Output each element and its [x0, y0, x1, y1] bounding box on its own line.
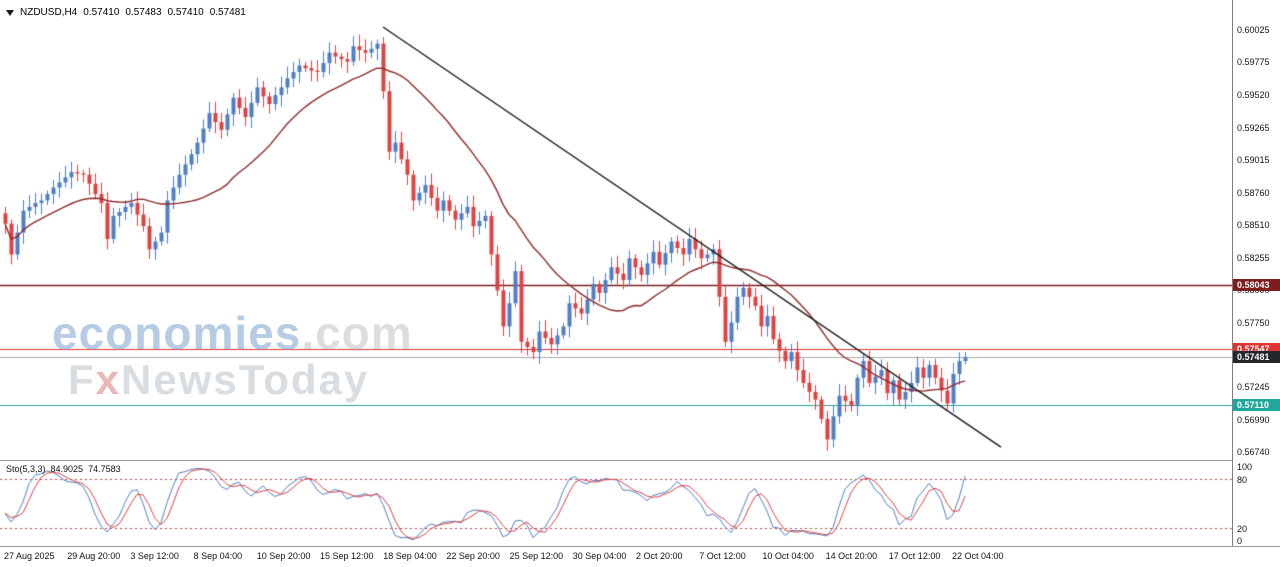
time-axis-label: 7 Oct 12:00	[699, 551, 746, 561]
indicator-label: Sto(5,3,3) 84.9025 74.7583	[6, 464, 126, 474]
watermark-brand: economies	[52, 307, 302, 359]
sto-axis-label: 80	[1237, 474, 1248, 485]
time-axis-label: 3 Sep 12:00	[130, 551, 179, 561]
time-axis-label: 17 Oct 12:00	[888, 551, 941, 561]
time-axis-label: 22 Sep 20:00	[446, 551, 500, 561]
price-axis-label: 0.57245	[1237, 382, 1270, 393]
time-axis-label: 29 Aug 20:00	[67, 551, 121, 561]
time-axis-label: 25 Sep 12:00	[509, 551, 564, 561]
price-level-badge: 0.58043	[1233, 278, 1280, 291]
price-axis-label: 0.59520	[1237, 90, 1270, 101]
indicator-d-value: 74.7583	[88, 464, 121, 474]
quote-close: 0.57481	[209, 7, 246, 18]
sto-axis-label: 100	[1237, 462, 1253, 472]
price-level-badge: 0.57481	[1233, 351, 1280, 364]
time-axis-label: 27 Aug 2025	[4, 551, 55, 561]
watermark-brand-suffix: .com	[301, 307, 413, 359]
quote-high: 0.57483	[125, 7, 162, 18]
time-axis-label: 8 Sep 04:00	[193, 551, 243, 561]
price-axis-label: 0.59265	[1237, 122, 1270, 133]
sto-axis-label: 20	[1237, 524, 1248, 535]
price-axis: 0.60025 0.59775 0.59520 0.59265 0.59015 0.587…	[1232, 0, 1280, 546]
time-axis-label: 14 Oct 20:00	[825, 551, 878, 561]
price-axis-label: 0.58760	[1237, 187, 1270, 198]
watermark-sub-f: F	[68, 356, 96, 403]
price-axis-label: 0.57750	[1237, 317, 1270, 328]
quote-bar: NZDUSD,H4 0.57410 0.57483 0.57410 0.5748…	[6, 7, 246, 18]
symbol-timeframe: NZDUSD,H4	[20, 7, 78, 18]
price-axis-label: 0.56990	[1237, 415, 1270, 426]
watermark: economies.com FxNewsToday	[52, 310, 413, 401]
sto-scale: 100 80 20 0	[1232, 461, 1280, 546]
pane-separator	[0, 460, 1280, 461]
indicator-name: Sto(5,3,3)	[6, 464, 46, 474]
price-axis-label: 0.60025	[1237, 25, 1270, 36]
watermark-line1: economies.com	[52, 310, 413, 356]
time-axis-label: 2 Oct 20:00	[636, 551, 683, 561]
time-axis-label: 30 Sep 04:00	[572, 551, 627, 561]
price-level-badge: 0.57110	[1233, 398, 1280, 411]
time-axis-label: 15 Sep 12:00	[320, 551, 374, 561]
price-axis-label: 0.59775	[1237, 57, 1270, 68]
symbol-arrow-icon	[6, 10, 14, 16]
stochastic-canvas	[0, 461, 1232, 546]
indicator-k-value: 84.9025	[50, 464, 84, 474]
watermark-sub-rest: NewsToday	[121, 356, 370, 403]
price-axis-label: 0.58255	[1237, 252, 1270, 263]
price-chart-canvas	[0, 0, 1232, 460]
time-axis-label: 18 Sep 04:00	[383, 551, 437, 561]
price-axis-label: 0.58510	[1237, 219, 1270, 230]
price-axis-label: 0.59015	[1237, 154, 1270, 165]
time-axis: 27 Aug 2025 29 Aug 20:00 3 Sep 12:00 8 Sep …	[0, 550, 1280, 567]
time-axis-label: 10 Oct 04:00	[762, 551, 814, 561]
pane-separator	[0, 546, 1280, 547]
quote-open: 0.57410	[83, 7, 120, 18]
sto-axis-label: 0	[1237, 536, 1243, 546]
time-axis-label: 22 Oct 04:00	[952, 551, 1004, 561]
quote-low: 0.57410	[167, 7, 204, 18]
watermark-line2: FxNewsToday	[68, 359, 413, 401]
price-axis-label: 0.56740	[1237, 447, 1270, 458]
time-axis-label: 10 Sep 20:00	[256, 551, 311, 561]
watermark-sub-x: x	[95, 356, 122, 403]
